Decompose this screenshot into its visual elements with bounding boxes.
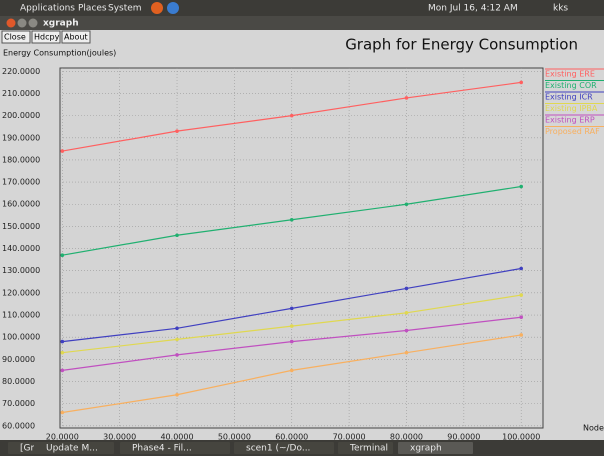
y-tick-label: 180.0000 — [2, 155, 40, 164]
firefox-icon[interactable] — [151, 2, 163, 14]
x-tick-label: 70.0000 — [333, 433, 366, 442]
user[interactable]: kks — [553, 4, 568, 14]
data-point — [175, 353, 179, 357]
data-point — [519, 315, 524, 320]
y-tick-label: 60.0000 — [2, 421, 35, 430]
button-label[interactable]: Hdcpy — [34, 33, 60, 42]
title-bar — [0, 16, 604, 30]
button-label[interactable]: Close — [4, 33, 26, 42]
data-point — [60, 410, 65, 415]
plot-area — [59, 67, 544, 429]
y-axis-label: Energy Consumption(joules) — [3, 49, 116, 58]
data-point — [175, 337, 179, 342]
data-point — [519, 184, 524, 189]
taskbar-item[interactable] — [398, 442, 473, 454]
legend-label: Existing IPBA — [545, 104, 598, 113]
data-point — [519, 266, 524, 271]
y-tick-label: 130.0000 — [2, 266, 40, 275]
x-tick-label: 90.0000 — [447, 433, 480, 442]
menu[interactable]: System — [108, 4, 142, 14]
button[interactable] — [61, 30, 91, 44]
taskbar-label[interactable]: Phase4 - Fil... — [132, 444, 192, 454]
data-point — [289, 339, 294, 344]
y-tick-label: 120.0000 — [2, 288, 40, 297]
data-point — [289, 324, 294, 328]
data-point — [60, 350, 65, 355]
y-tick-label: 170.0000 — [2, 178, 40, 187]
data-point — [175, 129, 179, 133]
x-tick-label: 50.0000 — [218, 433, 251, 442]
y-tick-label: 70.0000 — [2, 399, 35, 408]
data-point — [404, 328, 409, 333]
y-tick-label: 190.0000 — [2, 133, 40, 142]
data-point — [289, 113, 294, 118]
data-point — [60, 368, 65, 373]
taskbar-label[interactable]: scen1 (~/Do... — [246, 444, 310, 454]
data-point — [60, 253, 65, 257]
min-dot[interactable] — [17, 18, 27, 28]
x-tick-label: 30.0000 — [103, 433, 136, 442]
legend-label: Existing ERE — [545, 70, 595, 79]
legend-label: Existing ICR — [545, 93, 593, 102]
data-point — [175, 326, 179, 331]
data-point — [289, 306, 294, 311]
taskbar-item[interactable] — [338, 442, 393, 454]
taskbar-item[interactable] — [120, 442, 230, 454]
data-point — [404, 202, 409, 207]
legend-label: Existing ERP — [545, 116, 595, 125]
button[interactable] — [31, 30, 61, 44]
data-point — [60, 149, 65, 153]
window-title: xgraph — [43, 19, 79, 29]
chart-title: Graph for Energy Consumption — [345, 36, 578, 54]
taskbar-label[interactable]: xgraph — [410, 444, 442, 454]
data-point — [175, 233, 179, 238]
y-tick-label: 80.0000 — [2, 377, 35, 386]
data-point — [404, 350, 409, 355]
y-tick-label: 220.0000 — [2, 67, 40, 76]
legend-label: Proposed RAF — [545, 127, 600, 136]
legend-label: Existing COR — [545, 81, 597, 90]
y-tick-label: 150.0000 — [2, 222, 40, 231]
data-point — [519, 293, 524, 297]
help-icon[interactable] — [167, 2, 179, 14]
y-tick-label: 210.0000 — [2, 89, 40, 98]
y-tick-label: 90.0000 — [2, 355, 35, 364]
data-point — [289, 368, 294, 373]
data-point — [289, 217, 294, 222]
button-label[interactable]: About — [64, 33, 88, 42]
data-point — [404, 286, 409, 291]
data-point — [519, 80, 524, 85]
y-tick-label: 100.0000 — [2, 333, 40, 342]
x-tick-label: 60.0000 — [275, 433, 308, 442]
taskbar-item[interactable] — [234, 442, 334, 454]
y-tick-label: 160.0000 — [2, 200, 40, 209]
data-point — [519, 333, 524, 337]
x-tick-label: 20.0000 — [46, 433, 79, 442]
data-point — [404, 311, 409, 315]
y-tick-label: 140.0000 — [2, 244, 40, 253]
data-point — [175, 392, 179, 397]
data-point — [404, 96, 409, 100]
menu[interactable]: Applications — [20, 4, 75, 14]
max-dot[interactable] — [28, 18, 38, 28]
button[interactable] — [1, 30, 31, 44]
clock[interactable]: Mon Jul 16, 4:12 AM — [428, 4, 518, 14]
y-tick-label: 110.0000 — [2, 311, 40, 320]
menu[interactable]: Places — [78, 4, 107, 14]
y-tick-label: 200.0000 — [2, 111, 40, 120]
x-tick-label: 100.0000 — [502, 433, 540, 442]
close-dot[interactable] — [6, 18, 16, 28]
x-axis-label: Node — [583, 424, 604, 433]
taskbar-item[interactable] — [34, 442, 114, 454]
x-tick-label: 40.0000 — [160, 433, 193, 442]
top-panel — [0, 0, 604, 16]
x-tick-label: 80.0000 — [390, 433, 423, 442]
data-point — [60, 339, 65, 344]
taskbar-label[interactable]: Update M... — [46, 444, 98, 454]
taskbar-label[interactable]: Terminal — [349, 444, 388, 454]
